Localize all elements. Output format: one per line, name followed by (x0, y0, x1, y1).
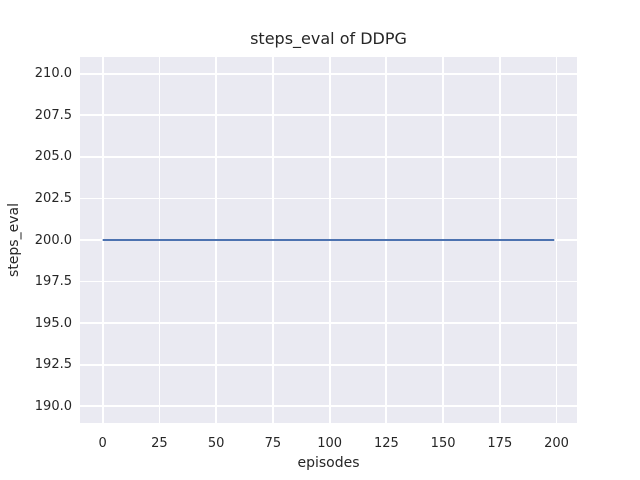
y-tick-label: 210.0 (34, 66, 72, 82)
x-tick-label: 100 (317, 436, 343, 451)
x-tick-label: 200 (544, 436, 569, 451)
plot-area (80, 57, 577, 423)
x-tick-label: 125 (373, 436, 399, 451)
y-tick-label: 205.0 (34, 149, 72, 165)
horizontal-gridline (80, 405, 577, 408)
chart-title: steps_eval of DDPG (250, 29, 407, 48)
x-tick-label: 0 (98, 436, 107, 451)
y-tick-label: 200.0 (34, 232, 72, 248)
horizontal-gridline (80, 363, 577, 366)
x-tick-label: 50 (207, 436, 225, 451)
horizontal-gridline (80, 114, 577, 117)
line-series-steps-eval (102, 239, 555, 241)
x-tick-label: 25 (151, 436, 168, 451)
y-tick-label: 197.5 (34, 274, 72, 290)
horizontal-gridline (80, 197, 577, 200)
y-tick-label: 192.5 (34, 357, 72, 373)
x-tick-label: 150 (430, 436, 456, 451)
horizontal-gridline (80, 72, 577, 75)
y-tick-label: 207.5 (34, 107, 72, 123)
horizontal-gridline (80, 280, 577, 283)
x-tick-label: 175 (487, 436, 513, 451)
y-tick-label: 190.0 (34, 398, 72, 414)
x-tick-label: 75 (264, 436, 282, 451)
x-axis-label: episodes (297, 455, 360, 471)
y-tick-label: 195.0 (34, 315, 72, 331)
horizontal-gridline (80, 322, 577, 325)
horizontal-gridline (80, 155, 577, 158)
y-tick-label: 202.5 (34, 190, 72, 206)
